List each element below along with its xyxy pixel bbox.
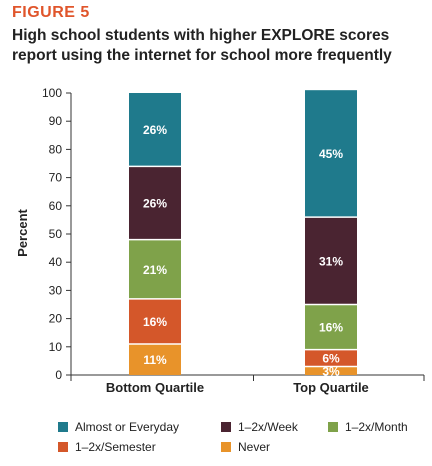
legend-swatch xyxy=(328,422,338,432)
axes: 0 10 20 30 40 50 60 70 80 90 100 Bottom Quartile Top… xyxy=(42,86,425,395)
data-label: 31% xyxy=(319,254,343,268)
legend-label: 1–2x/Semester xyxy=(75,440,156,454)
legend-swatch xyxy=(58,422,68,432)
data-label: 26% xyxy=(143,123,167,137)
x-tick-label: Top Quartile xyxy=(293,380,369,395)
legend-item: Almost or Everyday xyxy=(58,420,221,434)
y-tick-label: 30 xyxy=(49,283,63,297)
y-tick-label: 60 xyxy=(49,199,63,213)
legend-item: Never xyxy=(221,440,328,454)
y-tick-label: 50 xyxy=(49,227,63,241)
legend-item: 1–2x/Month xyxy=(328,420,428,434)
bar-segment xyxy=(129,298,181,344)
legend-item: 1–2x/Semester xyxy=(58,440,221,454)
bars xyxy=(129,90,357,375)
y-tick-label: 20 xyxy=(49,312,63,326)
legend-label: Almost or Everyday xyxy=(75,420,180,434)
data-label: 11% xyxy=(143,353,167,367)
data-label: 45% xyxy=(319,147,343,161)
legend-swatch xyxy=(221,422,231,432)
data-label: 26% xyxy=(143,196,167,210)
bar-segment xyxy=(305,304,357,350)
bar-segment xyxy=(129,343,181,375)
data-label: 21% xyxy=(143,263,167,277)
data-label: 6% xyxy=(322,352,340,366)
legend-swatch xyxy=(58,442,68,452)
legend-swatch xyxy=(221,442,231,452)
legend: Almost or Everyday 1–2x/Week 1–2x/Month 1–2… xyxy=(58,420,428,454)
y-axis-label: Percent xyxy=(15,208,30,256)
legend-label: Never xyxy=(238,440,271,454)
y-tick-label: 40 xyxy=(49,255,63,269)
bar-segment xyxy=(129,239,181,299)
data-labels: 11% 16% 21% 26% 26% 3%6% 16% 31% 45% xyxy=(143,123,343,378)
bar-segment xyxy=(129,93,181,167)
legend-label: 1–2x/Month xyxy=(345,420,408,434)
y-tick-label: 90 xyxy=(49,114,63,128)
bar-segment xyxy=(129,166,181,240)
y-tick-label: 0 xyxy=(55,368,62,382)
x-tick-label: Bottom Quartile xyxy=(106,380,204,395)
bar-segment xyxy=(305,90,357,218)
data-label: 16% xyxy=(143,315,167,329)
stacked-bar-chart: 0 10 20 30 40 50 60 70 80 90 100 Bottom Quartile Top… xyxy=(15,86,425,395)
legend-item: 1–2x/Week xyxy=(221,420,328,434)
data-label: 16% xyxy=(319,321,343,335)
y-tick-label: 10 xyxy=(49,340,63,354)
y-tick-label: 80 xyxy=(49,142,63,156)
legend-label: 1–2x/Week xyxy=(238,420,298,434)
bar-segment xyxy=(305,366,357,375)
chart-title: High school students with higher EXPLORE… xyxy=(12,27,392,64)
y-tick-label: 100 xyxy=(42,86,62,100)
y-tick-label: 70 xyxy=(49,171,63,185)
data-label: 3% xyxy=(322,364,340,378)
bar-segment xyxy=(305,349,357,367)
bar-segment xyxy=(305,217,357,305)
figure-label: FIGURE 5 xyxy=(12,4,90,21)
